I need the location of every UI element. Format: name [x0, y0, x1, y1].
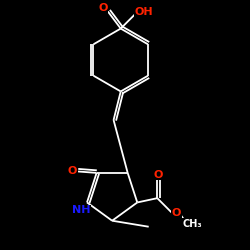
Text: OH: OH	[135, 7, 154, 17]
Text: CH₃: CH₃	[182, 219, 202, 229]
Text: O: O	[98, 3, 108, 13]
Text: O: O	[153, 170, 163, 179]
Text: O: O	[68, 166, 77, 176]
Text: O: O	[172, 208, 181, 218]
Text: NH: NH	[72, 205, 90, 215]
